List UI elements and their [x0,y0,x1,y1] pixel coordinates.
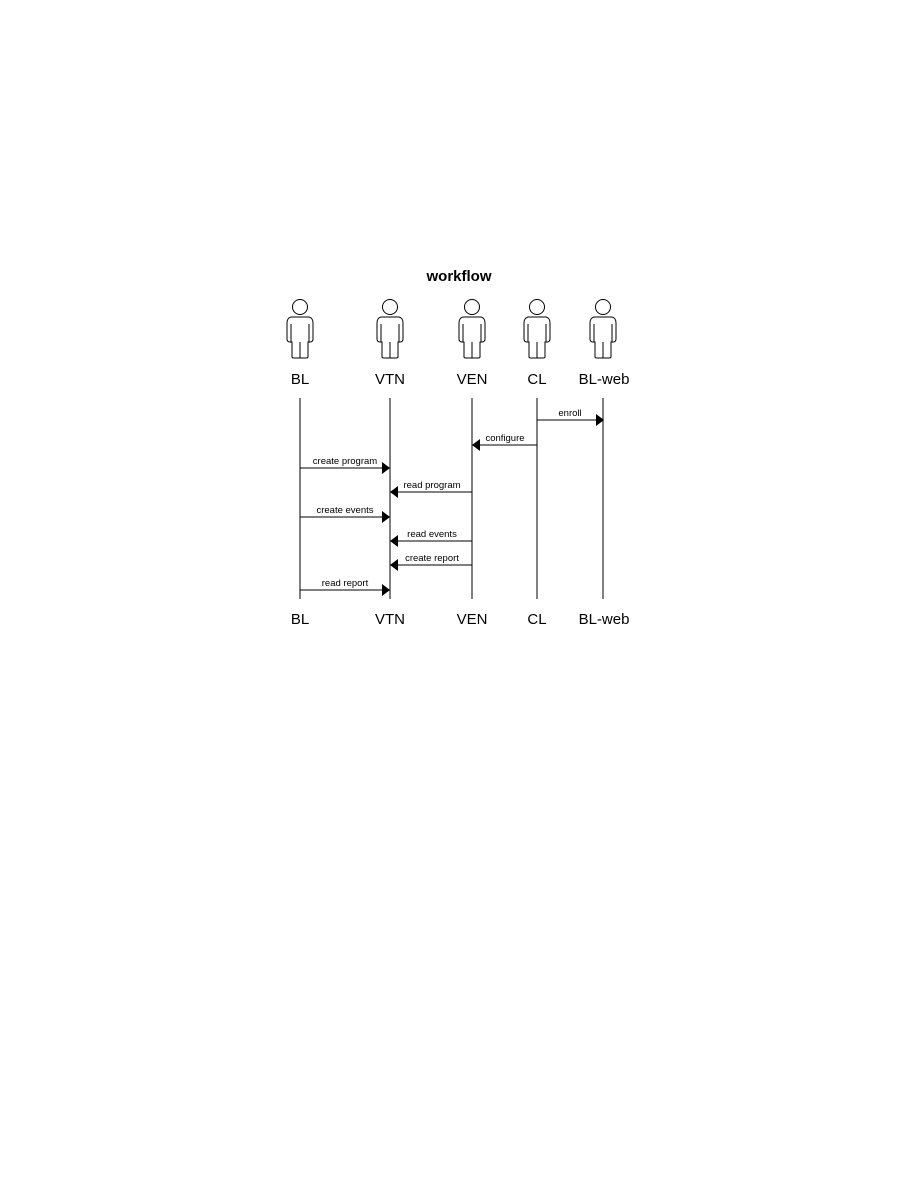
message-label: configure [485,433,524,444]
participant-label-vtn-bottom: VTN [375,611,405,628]
participant-label-vtn-top: VTN [375,371,405,388]
message-label: create events [316,505,373,516]
actor-cl-top-icon [523,299,551,359]
arrowhead-left-icon [390,535,398,547]
message-label: read report [322,578,369,589]
participant-label-blweb-top: BL-web [579,371,630,388]
participant-label-ven-bottom: VEN [457,611,488,628]
participant-label-cl-top: CL [527,371,546,388]
actor-blweb-top-icon [589,299,617,359]
message-label: read program [403,480,460,491]
participant-label-cl-bottom: CL [527,611,546,628]
message-configure: configure [472,433,537,451]
message-label: read events [407,529,457,540]
message-read-program: read program [390,480,472,498]
diagram-title: workflow [425,268,491,285]
arrowhead-left-icon [390,486,398,498]
actor-ven-top-icon [458,299,486,359]
actor-bl-top-icon [286,299,314,359]
arrowhead-right-icon [382,462,390,474]
arrowhead-left-icon [390,559,398,571]
message-label: create program [313,456,378,467]
arrowhead-right-icon [382,511,390,523]
participant-label-blweb-bottom: BL-web [579,611,630,628]
message-enroll: enroll [537,408,604,426]
arrowhead-right-icon [382,584,390,596]
message-label: create report [405,553,459,564]
actor-vtn-top-icon [376,299,404,359]
participant-label-bl-top: BL [291,371,309,388]
message-create-report: create report [390,553,472,571]
arrowhead-right-icon [596,414,604,426]
message-create-program: create program [300,456,390,474]
participant-label-ven-top: VEN [457,371,488,388]
message-read-events: read events [390,529,472,547]
participant-label-bl-bottom: BL [291,611,309,628]
message-read-report: read report [300,578,390,596]
arrowhead-left-icon [472,439,480,451]
message-label: enroll [558,408,581,419]
message-create-events: create events [300,505,390,523]
